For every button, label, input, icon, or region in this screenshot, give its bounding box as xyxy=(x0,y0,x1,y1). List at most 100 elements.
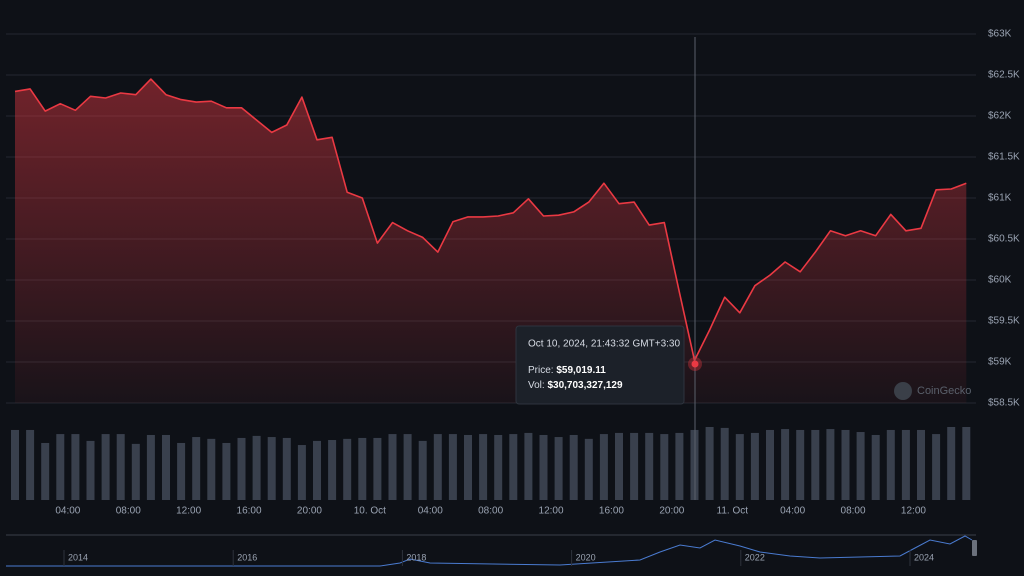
volume-bar xyxy=(750,432,759,500)
volume-bar xyxy=(705,427,714,500)
tooltip-price-value: $59,019.11 xyxy=(556,365,606,376)
volume-bar xyxy=(584,438,593,500)
watermark-logo xyxy=(894,382,912,400)
navigator-label: 2016 xyxy=(237,552,257,562)
volume-bar xyxy=(11,429,19,500)
volume-bars xyxy=(11,427,971,500)
volume-bar xyxy=(418,440,427,500)
y-tick-label: $61K xyxy=(988,193,1012,204)
volume-bar xyxy=(222,442,231,500)
y-tick-label: $60K xyxy=(988,275,1012,286)
tooltip-box xyxy=(515,325,685,405)
volume-bar xyxy=(735,434,744,500)
volume-bar xyxy=(524,432,533,500)
navigator-label: 2024 xyxy=(914,552,934,562)
hover-point xyxy=(691,360,699,368)
navigator-handle[interactable] xyxy=(972,540,977,556)
volume-bar xyxy=(282,437,291,500)
tooltip: Oct 10, 2024, 21:43:32 GMT+3:30 Price: $… xyxy=(515,325,685,405)
volume-bar xyxy=(479,434,488,500)
volume-bar xyxy=(433,434,442,500)
volume-bar xyxy=(569,434,578,500)
y-tick-label: $58.5K xyxy=(988,398,1020,409)
volume-bar xyxy=(932,434,941,500)
navigator-line xyxy=(6,535,973,567)
volume-bar xyxy=(781,429,790,500)
x-tick-label: 08:00 xyxy=(478,506,503,517)
x-tick-label: 16:00 xyxy=(599,506,624,517)
volume-bar xyxy=(811,429,820,500)
volume-bar xyxy=(131,443,140,500)
volume-bar xyxy=(615,432,623,500)
volume-bar xyxy=(71,434,80,500)
x-tick-label: 12:00 xyxy=(176,506,201,517)
y-tick-label: $60.5K xyxy=(988,234,1020,245)
volume-bar xyxy=(403,434,412,500)
volume-bar xyxy=(237,437,246,500)
volume-bar xyxy=(26,429,35,500)
tooltip-date: Oct 10, 2024, 21:43:32 GMT+3:30 xyxy=(528,339,680,350)
volume-bar xyxy=(373,437,382,500)
navigator-label: 2014 xyxy=(68,552,88,562)
volume-bar xyxy=(675,432,684,500)
volume-bar xyxy=(962,427,971,500)
volume-bar xyxy=(328,440,337,500)
x-tick-label: 04:00 xyxy=(55,506,80,517)
x-tick-label: 12:00 xyxy=(901,506,926,517)
volume-bar xyxy=(886,429,895,500)
volume-bar xyxy=(901,429,910,500)
x-tick-label: 04:00 xyxy=(418,506,443,517)
volume-bar xyxy=(101,434,110,500)
x-tick-label: 04:00 xyxy=(780,506,805,517)
price-line xyxy=(14,78,967,362)
navigator-labels: 2014 2016 2018 2020 2022 2024 xyxy=(63,550,934,566)
volume-bar xyxy=(448,434,457,500)
volume-bar xyxy=(826,429,835,500)
volume-bar xyxy=(86,440,95,500)
y-tick-label: $63K xyxy=(988,29,1012,40)
volume-bar xyxy=(343,438,352,500)
volume-bar xyxy=(162,434,170,500)
x-tick-label: 12:00 xyxy=(539,506,564,517)
x-tick-label: 08:00 xyxy=(841,506,866,517)
volume-bar xyxy=(494,434,503,500)
y-tick-label: $62K xyxy=(988,111,1012,122)
volume-bar xyxy=(388,434,397,500)
volume-bar xyxy=(599,434,608,500)
volume-bar xyxy=(796,429,805,500)
tooltip-vol-value: $30,703,327,129 xyxy=(547,380,623,391)
volume-bar xyxy=(645,432,654,500)
volume-bar xyxy=(464,434,472,500)
y-tick-label: $59K xyxy=(988,357,1012,368)
volume-bar xyxy=(539,434,548,500)
volume-bar xyxy=(871,434,880,500)
volume-bar xyxy=(116,434,125,500)
volume-bar xyxy=(509,434,518,500)
x-tick-label: 10. Oct xyxy=(354,506,386,517)
x-tick-label: 20:00 xyxy=(297,506,322,517)
volume-bar xyxy=(841,429,850,500)
y-tick-label: $59.5K xyxy=(988,316,1020,327)
y-tick-label: $62.5K xyxy=(988,70,1020,81)
x-tick-label: 08:00 xyxy=(116,506,141,517)
volume-bar xyxy=(252,435,261,500)
tooltip-vol-label: Vol: xyxy=(528,380,545,391)
price-series xyxy=(14,78,967,403)
navigator-label: 2020 xyxy=(576,552,596,562)
volume-bar xyxy=(56,434,65,500)
volume-bar xyxy=(267,437,276,500)
navigator-label: 2018 xyxy=(406,552,426,562)
volume-bar xyxy=(41,442,50,500)
volume-bar xyxy=(720,427,729,500)
x-tick-label: 20:00 xyxy=(659,506,684,517)
volume-bar xyxy=(856,432,865,500)
price-area xyxy=(15,79,967,403)
volume-bar xyxy=(554,437,563,500)
y-tick-label: $61.5K xyxy=(988,152,1020,163)
volume-bar xyxy=(297,445,306,500)
tooltip-vol: Vol: $30,703,327,129 xyxy=(528,380,623,391)
volume-bar xyxy=(192,437,201,500)
volume-bar xyxy=(766,429,774,500)
